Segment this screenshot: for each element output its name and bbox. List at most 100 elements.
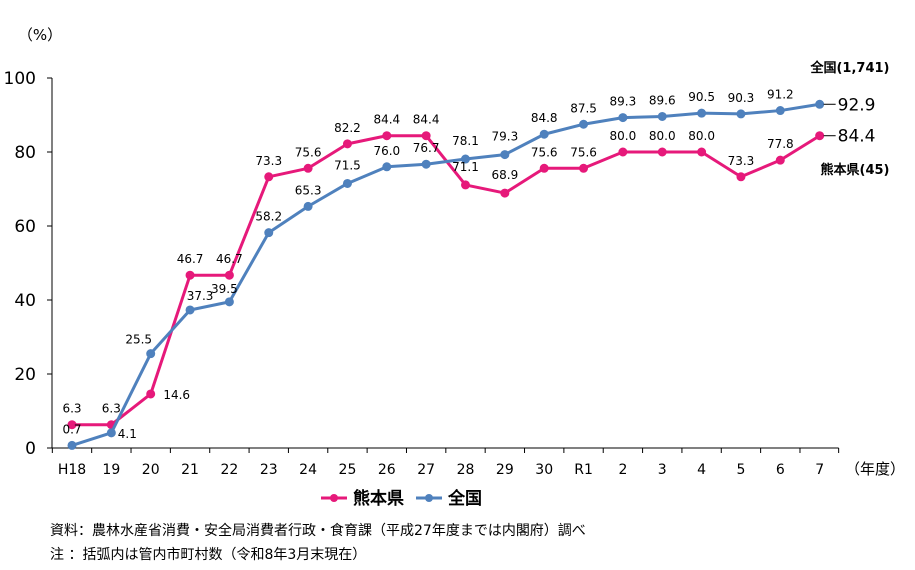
x-tick-label: 6 bbox=[776, 462, 785, 478]
x-tick-label: 7 bbox=[815, 462, 824, 478]
data-label: 89.3 bbox=[610, 95, 637, 109]
data-label: 76.7 bbox=[413, 141, 440, 155]
x-tick-label: 5 bbox=[736, 462, 745, 478]
data-label: 79.3 bbox=[491, 130, 518, 144]
data-label: 80.0 bbox=[688, 129, 715, 143]
source-note: 資料：農林水産省消費・安全局消費者行政・食育課（平成27年度までは内閣府）調べ bbox=[50, 523, 586, 539]
series-end-label-kumamoto: 熊本県(45) bbox=[821, 162, 890, 178]
data-label: 6.3 bbox=[62, 402, 81, 416]
data-label: 14.6 bbox=[163, 388, 190, 402]
data-point bbox=[185, 270, 195, 280]
data-label: 73.3 bbox=[728, 154, 755, 168]
data-label: 71.5 bbox=[334, 158, 361, 172]
data-point bbox=[185, 305, 195, 315]
data-label: 25.5 bbox=[125, 333, 152, 347]
data-label: 4.1 bbox=[118, 427, 137, 441]
data-point bbox=[421, 131, 431, 141]
data-point bbox=[303, 201, 313, 211]
data-label: 91.2 bbox=[767, 88, 794, 102]
data-point bbox=[815, 131, 825, 141]
data-point bbox=[146, 389, 156, 399]
data-label: 75.6 bbox=[531, 145, 558, 159]
x-tick-label: 4 bbox=[697, 462, 706, 478]
data-point bbox=[775, 155, 785, 165]
y-tick-label: 20 bbox=[14, 365, 36, 385]
data-label: 90.5 bbox=[688, 90, 715, 104]
legend-label: 熊本県 bbox=[353, 488, 404, 509]
series-line bbox=[72, 134, 821, 427]
data-label: 77.8 bbox=[767, 137, 794, 151]
data-point bbox=[342, 178, 352, 188]
data-point bbox=[342, 139, 352, 149]
data-point bbox=[579, 163, 589, 173]
data-label: 68.9 bbox=[491, 168, 518, 182]
x-tick-label: 19 bbox=[102, 462, 120, 478]
data-point bbox=[382, 162, 392, 172]
data-point bbox=[697, 108, 707, 118]
data-point bbox=[264, 228, 274, 238]
data-point bbox=[461, 180, 470, 190]
data-point bbox=[618, 147, 628, 157]
data-point bbox=[382, 131, 392, 141]
x-tick-label: 27 bbox=[417, 462, 435, 478]
data-point bbox=[657, 147, 667, 157]
data-label: 76.0 bbox=[373, 144, 400, 158]
footnote: 注 ：括弧内は管内市町村数（令和8年3月末現在） bbox=[50, 547, 367, 563]
data-label: 82.2 bbox=[334, 121, 361, 135]
x-tick-label: 30 bbox=[535, 462, 553, 478]
data-label: 84.4 bbox=[373, 113, 400, 127]
data-label: 73.3 bbox=[255, 154, 282, 168]
x-tick-label: R1 bbox=[574, 462, 593, 478]
data-point bbox=[500, 188, 510, 198]
y-tick-label: 0 bbox=[25, 439, 36, 459]
x-tick-label: 28 bbox=[457, 462, 475, 478]
data-point bbox=[224, 297, 234, 307]
data-label: 39.5 bbox=[211, 282, 238, 296]
x-tick-label: 23 bbox=[260, 462, 278, 478]
data-point bbox=[539, 163, 549, 173]
data-point bbox=[67, 440, 77, 450]
data-point bbox=[461, 154, 470, 164]
data-point bbox=[618, 113, 628, 123]
data-point bbox=[303, 163, 313, 173]
data-label: 84.4 bbox=[413, 113, 440, 127]
y-tick-label: 60 bbox=[14, 217, 36, 237]
legend-label: 全国 bbox=[447, 488, 482, 509]
data-label: 6.3 bbox=[102, 402, 121, 416]
data-point bbox=[421, 159, 431, 169]
x-tick-label: 24 bbox=[299, 462, 317, 478]
data-label: 0.7 bbox=[62, 422, 81, 436]
data-label: 71.1 bbox=[452, 160, 479, 174]
data-point bbox=[264, 172, 274, 182]
y-tick-label: 40 bbox=[14, 291, 36, 311]
x-tick-label: 22 bbox=[220, 462, 238, 478]
data-point bbox=[579, 119, 589, 129]
legend: 熊本県 全国 bbox=[321, 488, 482, 509]
data-label: 78.1 bbox=[452, 134, 479, 148]
series-layer bbox=[67, 99, 825, 450]
data-point bbox=[539, 129, 549, 139]
y-axis-unit: （%） bbox=[18, 26, 62, 44]
x-tick-label: 2 bbox=[618, 462, 627, 478]
data-label: 75.6 bbox=[570, 145, 597, 159]
end-value-label: 84.4 bbox=[838, 127, 876, 147]
series-line bbox=[71, 102, 820, 447]
data-label: 80.0 bbox=[610, 129, 637, 143]
x-tick-label: 3 bbox=[658, 462, 667, 478]
data-label: 90.3 bbox=[728, 91, 755, 105]
x-axis-unit: （年度） bbox=[845, 460, 905, 478]
data-label: 65.3 bbox=[295, 183, 322, 197]
x-tick-label: 26 bbox=[378, 462, 396, 478]
data-point bbox=[106, 428, 116, 438]
legend-marker bbox=[425, 494, 433, 502]
data-label: 89.6 bbox=[649, 93, 676, 107]
data-label: 46.7 bbox=[216, 252, 243, 266]
data-label: 80.0 bbox=[649, 129, 676, 143]
data-point bbox=[736, 109, 746, 119]
data-point bbox=[500, 150, 510, 160]
y-tick-label: 100 bbox=[4, 69, 36, 89]
data-point bbox=[67, 420, 77, 430]
data-point bbox=[224, 270, 234, 280]
